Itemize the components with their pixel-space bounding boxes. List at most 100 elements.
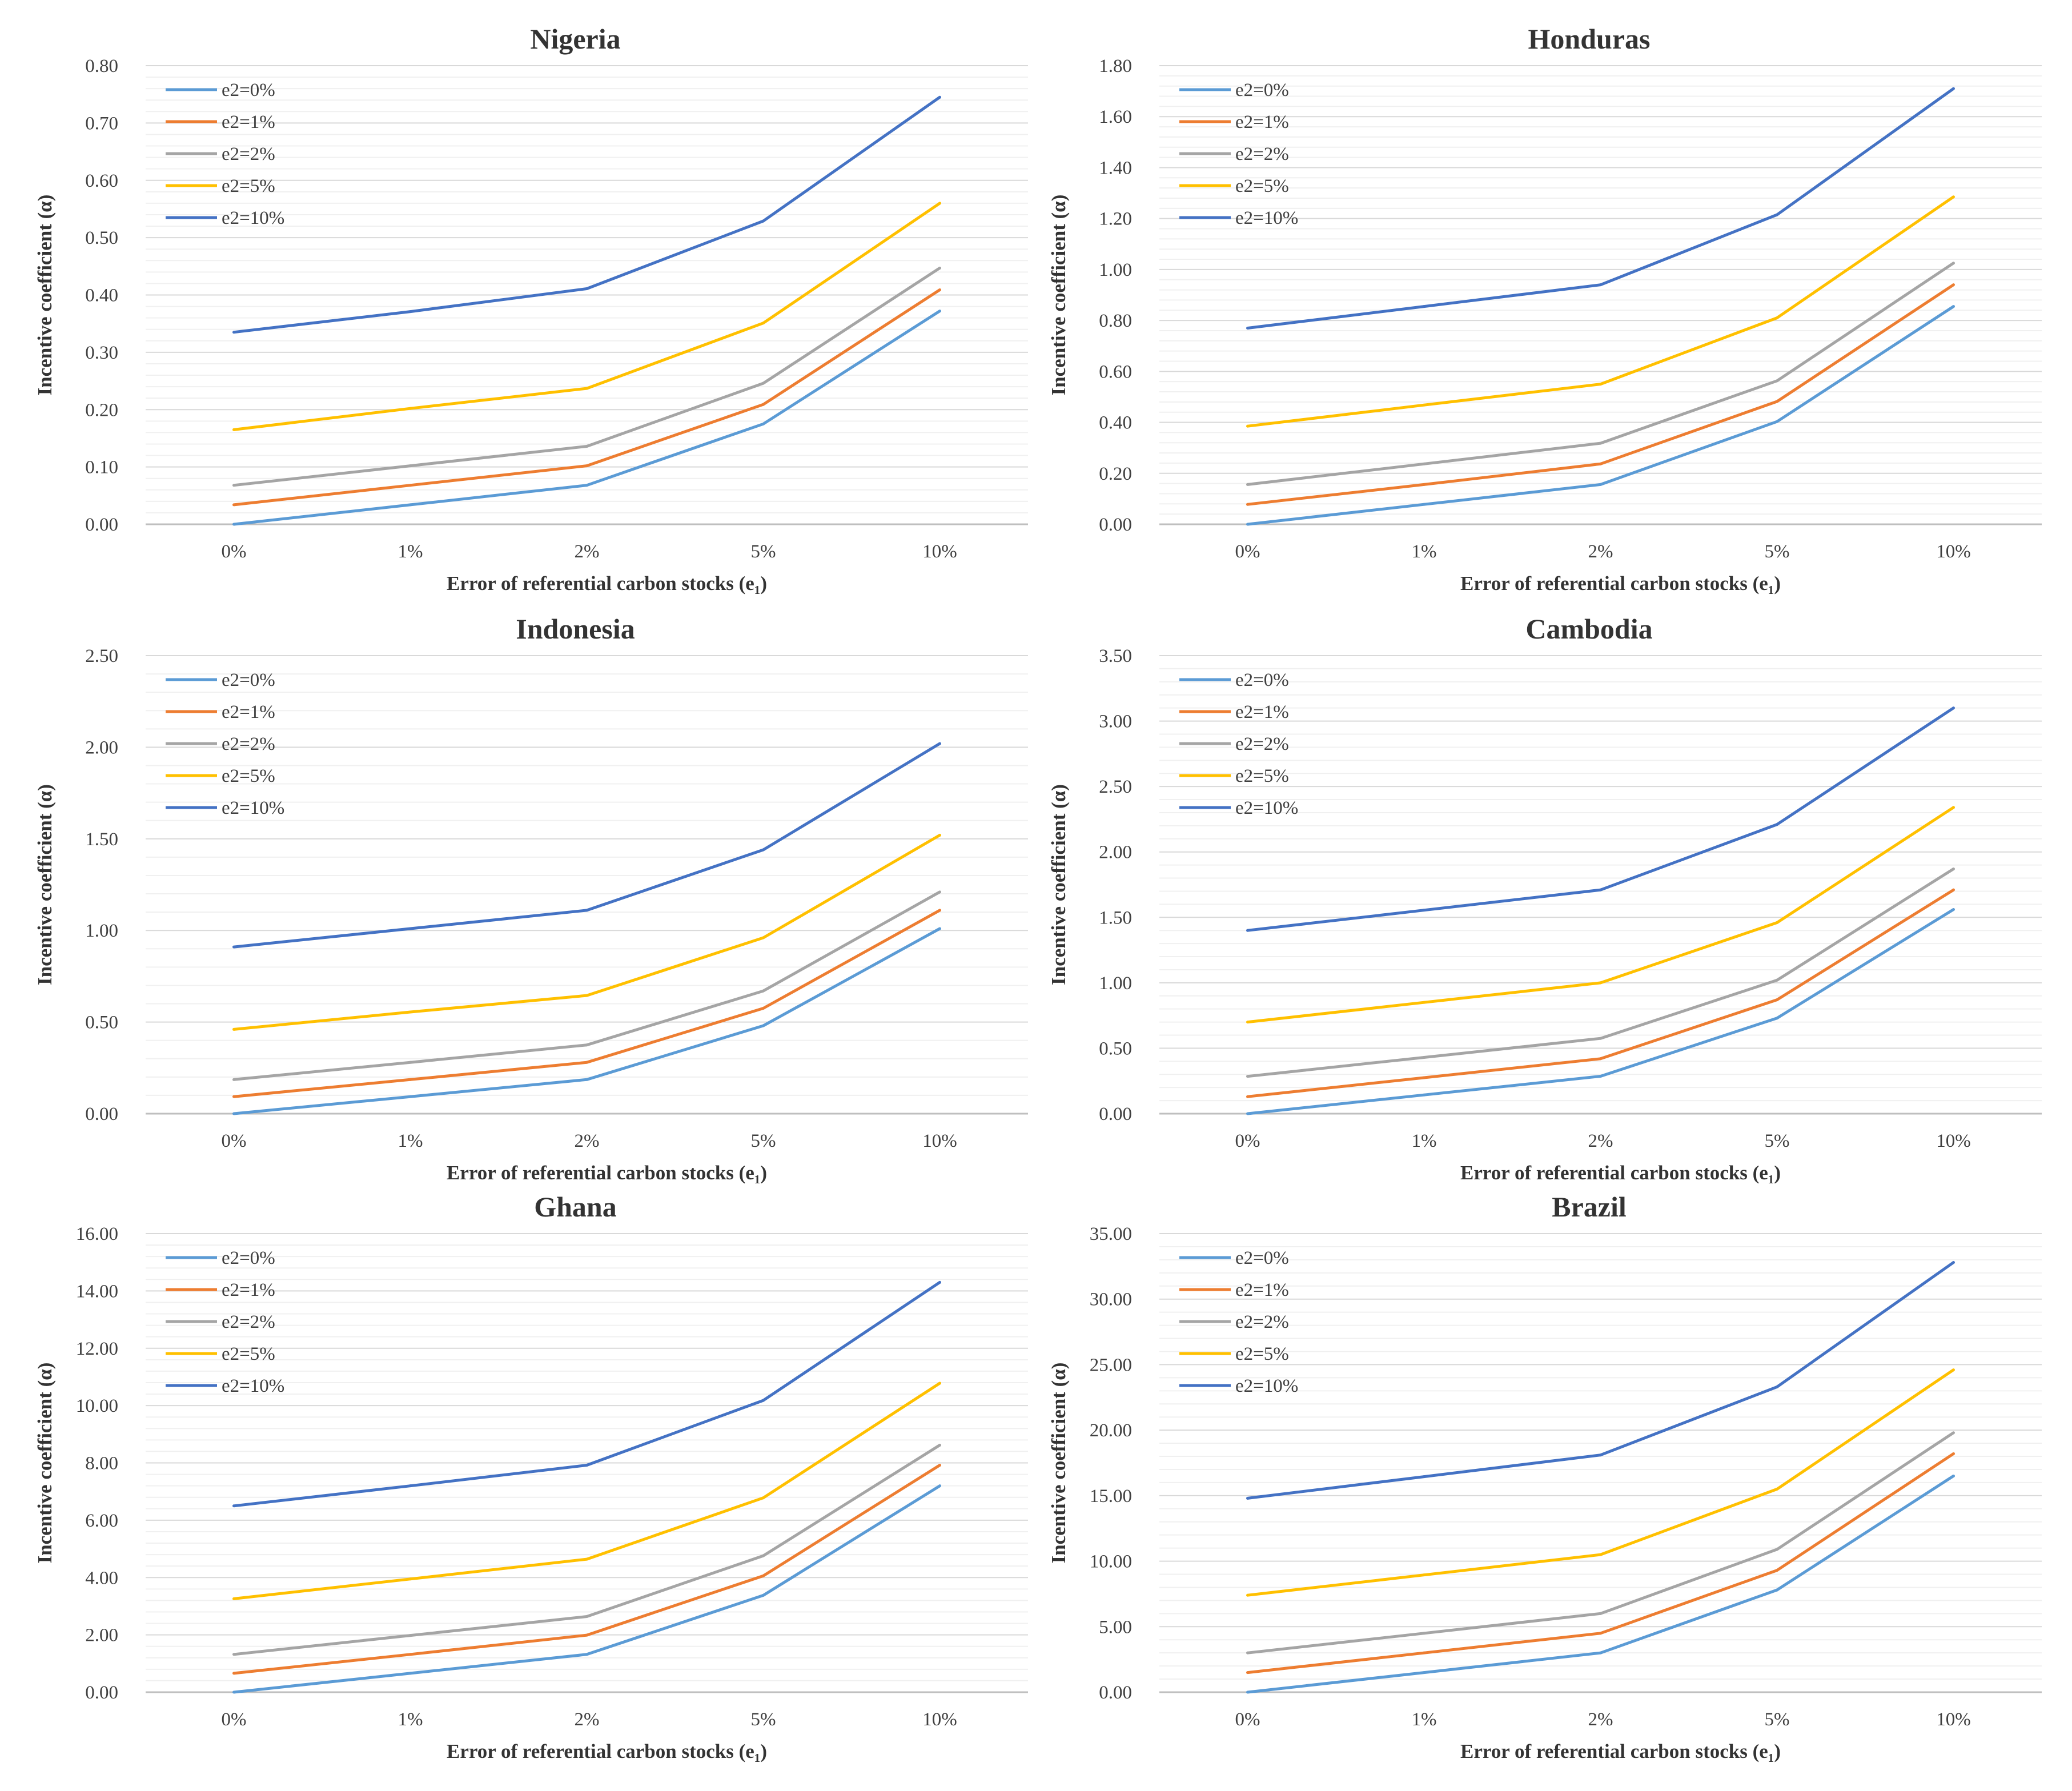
x-tick-label: 2% <box>575 1131 600 1151</box>
data-point-e2-1 <box>1599 1632 1602 1635</box>
data-point-e2-5 <box>585 387 588 390</box>
data-point-e2-0 <box>409 1672 412 1675</box>
legend-label: e2=5% <box>222 766 275 786</box>
data-point-e2-2 <box>1776 1548 1778 1551</box>
y-tick-label: 0.00 <box>1099 515 1132 535</box>
data-point-e2-5 <box>585 994 588 997</box>
legend-label: e2=2% <box>222 1312 275 1332</box>
x-tick-label: 1% <box>398 541 423 562</box>
x-tick-label: 2% <box>1588 541 1613 562</box>
data-point-e2-2 <box>1246 1075 1249 1078</box>
y-tick-label: 1.00 <box>1099 973 1132 994</box>
legend-label: e2=1% <box>222 112 275 132</box>
y-tick-label: 0.70 <box>85 113 118 134</box>
y-tick-label: 0.50 <box>1099 1038 1132 1059</box>
chart-title: Brazil <box>1552 1191 1627 1223</box>
legend-label: e2=0% <box>1235 670 1289 690</box>
data-point-e2-2 <box>762 382 765 385</box>
data-point-e2-5 <box>1599 383 1602 386</box>
data-point-e2-10 <box>1776 823 1778 826</box>
y-tick-label: 16.00 <box>76 1224 118 1244</box>
y-axis-label: Incentive coefficient (α) <box>1047 195 1070 396</box>
data-point-e2-5 <box>938 1382 941 1385</box>
y-tick-label: 2.50 <box>1099 777 1132 797</box>
legend-label: e2=10% <box>222 1376 284 1396</box>
data-point-e2-5 <box>409 1010 412 1014</box>
data-point-e2-10 <box>232 945 235 949</box>
data-point-e2-2 <box>409 1061 412 1064</box>
y-axis-label: Incentive coefficient (α) <box>1047 784 1070 985</box>
series-line-e2-5 <box>1247 806 1954 1024</box>
y-tick-label: 0.40 <box>85 286 118 306</box>
legend-label: e2=10% <box>1235 798 1298 818</box>
data-point-e2-2 <box>762 1554 765 1557</box>
data-point-e2-1 <box>938 1464 941 1467</box>
x-tick-label: 5% <box>751 1709 776 1730</box>
x-tick-label: 2% <box>1588 1709 1613 1730</box>
data-point-e2-10 <box>762 848 765 852</box>
data-point-e2-5 <box>762 936 765 939</box>
x-tick-label: 10% <box>922 541 957 562</box>
data-point-e2-2 <box>1952 262 1955 265</box>
data-point-e2-0 <box>762 1593 765 1597</box>
data-point-e2-10 <box>1246 1496 1249 1500</box>
data-point-e2-0 <box>585 484 588 487</box>
data-point-e2-0 <box>1952 908 1955 911</box>
data-point-e2-10 <box>1776 1385 1778 1388</box>
y-tick-label: 0.00 <box>1099 1104 1132 1125</box>
y-axis-label: Incentive coefficient (α) <box>34 195 56 396</box>
y-tick-label: 2.00 <box>85 1625 118 1646</box>
data-point-e2-5 <box>1776 316 1778 320</box>
data-point-e2-1 <box>1246 503 1249 506</box>
legend-label: e2=0% <box>222 670 275 690</box>
y-tick-label: 2.00 <box>1099 842 1132 863</box>
data-point-e2-2 <box>1776 379 1778 383</box>
data-point-e2-5 <box>1599 981 1602 985</box>
data-point-e2-2 <box>585 1615 588 1619</box>
data-point-e2-10 <box>1599 888 1602 892</box>
x-tick-label: 0% <box>1235 1709 1260 1730</box>
y-tick-label: 1.50 <box>85 829 118 850</box>
data-point-e2-2 <box>1246 1651 1249 1655</box>
legend-label: e2=10% <box>1235 1376 1298 1396</box>
data-point-e2-0 <box>1246 1112 1249 1115</box>
data-point-e2-1 <box>409 484 412 487</box>
y-tick-label: 5.00 <box>1099 1617 1132 1637</box>
data-point-e2-0 <box>1423 1671 1425 1674</box>
data-point-e2-5 <box>762 322 765 325</box>
y-tick-label: 0.50 <box>85 228 118 248</box>
data-point-e2-1 <box>1423 483 1425 486</box>
data-point-e2-1 <box>762 403 765 406</box>
x-tick-label: 0% <box>222 541 247 562</box>
legend-label: e2=10% <box>222 798 284 818</box>
data-point-e2-1 <box>762 1574 765 1577</box>
data-point-e2-10 <box>585 287 588 290</box>
data-point-e2-0 <box>938 927 941 930</box>
data-point-e2-2 <box>1952 1431 1955 1435</box>
data-point-e2-5 <box>1952 806 1955 809</box>
data-point-e2-5 <box>1423 1001 1425 1004</box>
data-point-e2-10 <box>585 909 588 912</box>
x-tick-label: 2% <box>575 1709 600 1730</box>
data-point-e2-10 <box>938 1280 941 1284</box>
y-tick-label: 0.30 <box>85 343 118 363</box>
x-tick-label: 1% <box>398 1709 423 1730</box>
data-point-e2-5 <box>1423 1573 1425 1577</box>
data-point-e2-1 <box>1952 888 1955 892</box>
data-point-e2-0 <box>1952 1474 1955 1477</box>
data-point-e2-0 <box>1246 1690 1249 1694</box>
data-point-e2-10 <box>1599 283 1602 287</box>
x-tick-label: 0% <box>222 1709 247 1730</box>
data-point-e2-2 <box>1952 868 1955 871</box>
data-point-e2-10 <box>938 742 941 745</box>
data-point-e2-5 <box>1246 1593 1249 1597</box>
x-tick-label: 5% <box>751 541 776 562</box>
data-point-e2-1 <box>1776 400 1778 403</box>
data-point-e2-5 <box>1423 403 1425 407</box>
x-tick-label: 2% <box>1588 1131 1613 1151</box>
chart-cambodia: 0.00 0.50 1.00 1.50 2.00 2.50 3.00 3.50 0% 1% 2% 5%… <box>1047 613 2042 1184</box>
legend-label: e2=0% <box>222 1248 275 1268</box>
data-point-e2-5 <box>409 1577 412 1581</box>
series-line-e2-10 <box>234 742 941 949</box>
x-tick-label: 0% <box>1235 1131 1260 1151</box>
